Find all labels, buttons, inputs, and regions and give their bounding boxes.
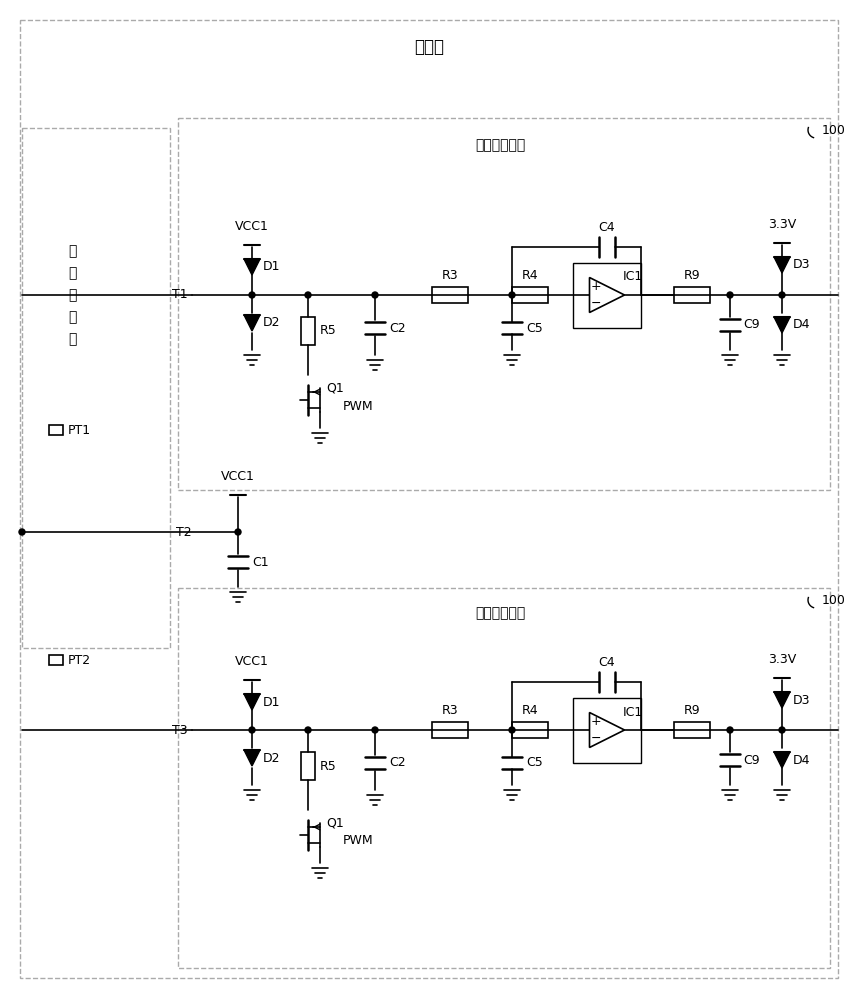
Bar — [573, 262, 641, 328]
Text: 100: 100 — [822, 593, 846, 606]
Text: C2: C2 — [389, 756, 405, 770]
Circle shape — [249, 727, 255, 733]
Text: 电阻测量电路: 电阻测量电路 — [475, 606, 525, 620]
Polygon shape — [244, 750, 260, 766]
Circle shape — [372, 727, 378, 733]
Polygon shape — [774, 257, 790, 273]
Text: C9: C9 — [743, 754, 759, 766]
Text: D1: D1 — [263, 260, 281, 273]
Text: D3: D3 — [793, 258, 811, 271]
Circle shape — [305, 292, 311, 298]
Text: Q1: Q1 — [326, 816, 344, 830]
Text: R9: R9 — [684, 269, 700, 282]
Text: T1: T1 — [173, 288, 188, 302]
Text: D4: D4 — [793, 318, 811, 332]
Circle shape — [727, 292, 733, 298]
Text: T3: T3 — [173, 724, 188, 736]
Text: PWM: PWM — [343, 834, 374, 848]
Polygon shape — [774, 317, 790, 333]
Bar — [49, 655, 63, 665]
Text: PT2: PT2 — [68, 654, 91, 666]
Text: 枪: 枪 — [68, 288, 76, 302]
Text: C1: C1 — [252, 556, 269, 568]
Text: VCC1: VCC1 — [235, 220, 269, 233]
Bar — [573, 698, 641, 762]
Text: −: − — [590, 732, 600, 745]
Polygon shape — [244, 259, 260, 275]
Circle shape — [779, 292, 785, 298]
Text: −: − — [590, 297, 600, 310]
Text: 电: 电 — [68, 266, 76, 280]
Circle shape — [235, 529, 241, 535]
Circle shape — [372, 292, 378, 298]
Circle shape — [509, 292, 515, 298]
Text: Q1: Q1 — [326, 381, 344, 394]
Circle shape — [779, 727, 785, 733]
Polygon shape — [774, 692, 790, 708]
Text: IC1: IC1 — [623, 706, 643, 718]
Text: D1: D1 — [263, 696, 281, 708]
Text: C4: C4 — [599, 221, 615, 234]
Bar — [49, 425, 63, 435]
Text: PWM: PWM — [343, 399, 374, 412]
Bar — [178, 118, 830, 490]
Bar — [301, 752, 315, 780]
Text: 电阻测量电路: 电阻测量电路 — [475, 138, 525, 152]
Circle shape — [249, 292, 255, 298]
Text: R3: R3 — [442, 704, 459, 717]
Text: R5: R5 — [320, 760, 337, 772]
Circle shape — [509, 727, 515, 733]
Text: C4: C4 — [599, 656, 615, 669]
Text: D4: D4 — [793, 754, 811, 766]
Bar — [432, 287, 468, 303]
Text: C9: C9 — [743, 318, 759, 332]
Circle shape — [305, 727, 311, 733]
Bar — [674, 287, 710, 303]
Bar — [432, 722, 468, 738]
Text: R3: R3 — [442, 269, 459, 282]
Text: C2: C2 — [389, 322, 405, 334]
Circle shape — [727, 727, 733, 733]
Polygon shape — [244, 315, 260, 331]
Text: 3.3V: 3.3V — [768, 218, 796, 231]
Text: D2: D2 — [263, 752, 281, 764]
Text: 内: 内 — [68, 310, 76, 324]
Text: R9: R9 — [684, 704, 700, 717]
Text: PT1: PT1 — [68, 424, 91, 436]
Text: 100: 100 — [822, 123, 846, 136]
Bar — [178, 588, 830, 968]
Text: T2: T2 — [176, 526, 192, 538]
Text: +: + — [590, 715, 600, 728]
Text: 充电枪: 充电枪 — [414, 38, 444, 56]
Bar — [674, 722, 710, 738]
Text: R4: R4 — [521, 704, 539, 717]
Text: VCC1: VCC1 — [235, 655, 269, 668]
Bar — [512, 722, 548, 738]
Text: 充: 充 — [68, 244, 76, 258]
Text: C5: C5 — [526, 756, 543, 770]
Text: IC1: IC1 — [623, 270, 643, 284]
Text: D2: D2 — [263, 316, 281, 330]
Text: 3.3V: 3.3V — [768, 653, 796, 666]
Bar — [512, 287, 548, 303]
Text: +: + — [590, 280, 600, 293]
Text: C5: C5 — [526, 322, 543, 334]
Text: R4: R4 — [521, 269, 539, 282]
Text: R5: R5 — [320, 324, 337, 338]
Text: VCC1: VCC1 — [221, 470, 255, 483]
Bar — [301, 317, 315, 345]
Polygon shape — [774, 752, 790, 768]
Text: 部: 部 — [68, 332, 76, 346]
Polygon shape — [589, 277, 624, 312]
Polygon shape — [244, 694, 260, 710]
Text: D3: D3 — [793, 694, 811, 706]
Circle shape — [19, 529, 25, 535]
Polygon shape — [589, 712, 624, 748]
Bar — [22, 128, 170, 648]
